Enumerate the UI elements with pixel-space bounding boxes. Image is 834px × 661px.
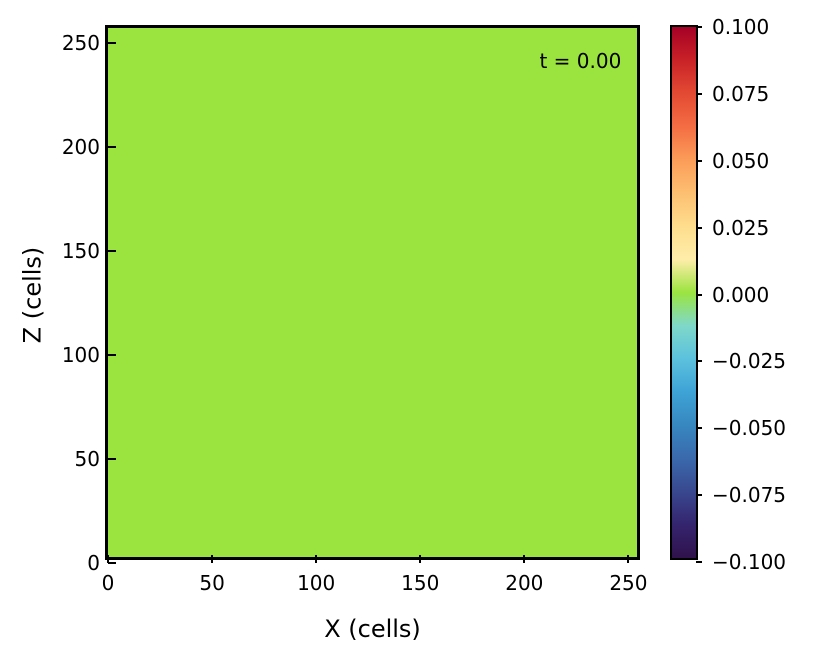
x-tick-label: 50 <box>182 571 242 595</box>
colorbar <box>670 25 698 560</box>
y-tick-label: 50 <box>75 447 100 471</box>
colorbar-tick <box>696 494 702 496</box>
colorbar-tick <box>696 427 702 429</box>
colorbar-tick-label: 0.075 <box>712 82 769 106</box>
y-tick-label: 0 <box>87 551 100 575</box>
x-tick <box>211 555 213 563</box>
colorbar-tick-label: 0.100 <box>712 15 769 39</box>
x-axis-label: X (cells) <box>105 615 640 643</box>
colorbar-tick <box>696 360 702 362</box>
x-tick <box>523 555 525 563</box>
x-tick <box>419 555 421 563</box>
colorbar-tick-label: 0.050 <box>712 149 769 173</box>
y-tick <box>108 354 116 356</box>
y-tick-label: 200 <box>62 135 100 159</box>
x-tick-label: 200 <box>494 571 554 595</box>
x-tick <box>315 555 317 563</box>
y-tick-label: 150 <box>62 239 100 263</box>
x-tick-label: 150 <box>390 571 450 595</box>
colorbar-tick <box>696 561 702 563</box>
colorbar-tick-label: −0.100 <box>712 550 786 574</box>
y-tick-label: 250 <box>62 31 100 55</box>
colorbar-tick <box>696 294 702 296</box>
figure: t = 0.00 X (cells) Z (cells) 0 50 100 150 20… <box>0 0 834 661</box>
y-tick-label: 100 <box>62 343 100 367</box>
colorbar-tick <box>696 93 702 95</box>
colorbar-tick-label: −0.050 <box>712 416 786 440</box>
y-tick <box>108 562 116 564</box>
x-tick <box>627 555 629 563</box>
heatmap-fill <box>108 28 637 557</box>
colorbar-tick-label: 0.025 <box>712 216 769 240</box>
colorbar-tick <box>696 227 702 229</box>
x-tick-label: 250 <box>598 571 658 595</box>
y-tick <box>108 146 116 148</box>
colorbar-tick-label: −0.025 <box>712 349 786 373</box>
colorbar-tick-label: 0.000 <box>712 283 769 307</box>
heatmap-plot: t = 0.00 <box>105 25 640 560</box>
colorbar-gradient <box>672 27 696 558</box>
time-annotation: t = 0.00 <box>539 49 621 73</box>
y-tick <box>108 250 116 252</box>
y-tick <box>108 458 116 460</box>
x-tick-label: 100 <box>286 571 346 595</box>
y-tick <box>108 42 116 44</box>
y-axis-label: Z (cells) <box>18 27 46 562</box>
colorbar-tick <box>696 26 702 28</box>
colorbar-tick-label: −0.075 <box>712 483 786 507</box>
colorbar-tick <box>696 160 702 162</box>
